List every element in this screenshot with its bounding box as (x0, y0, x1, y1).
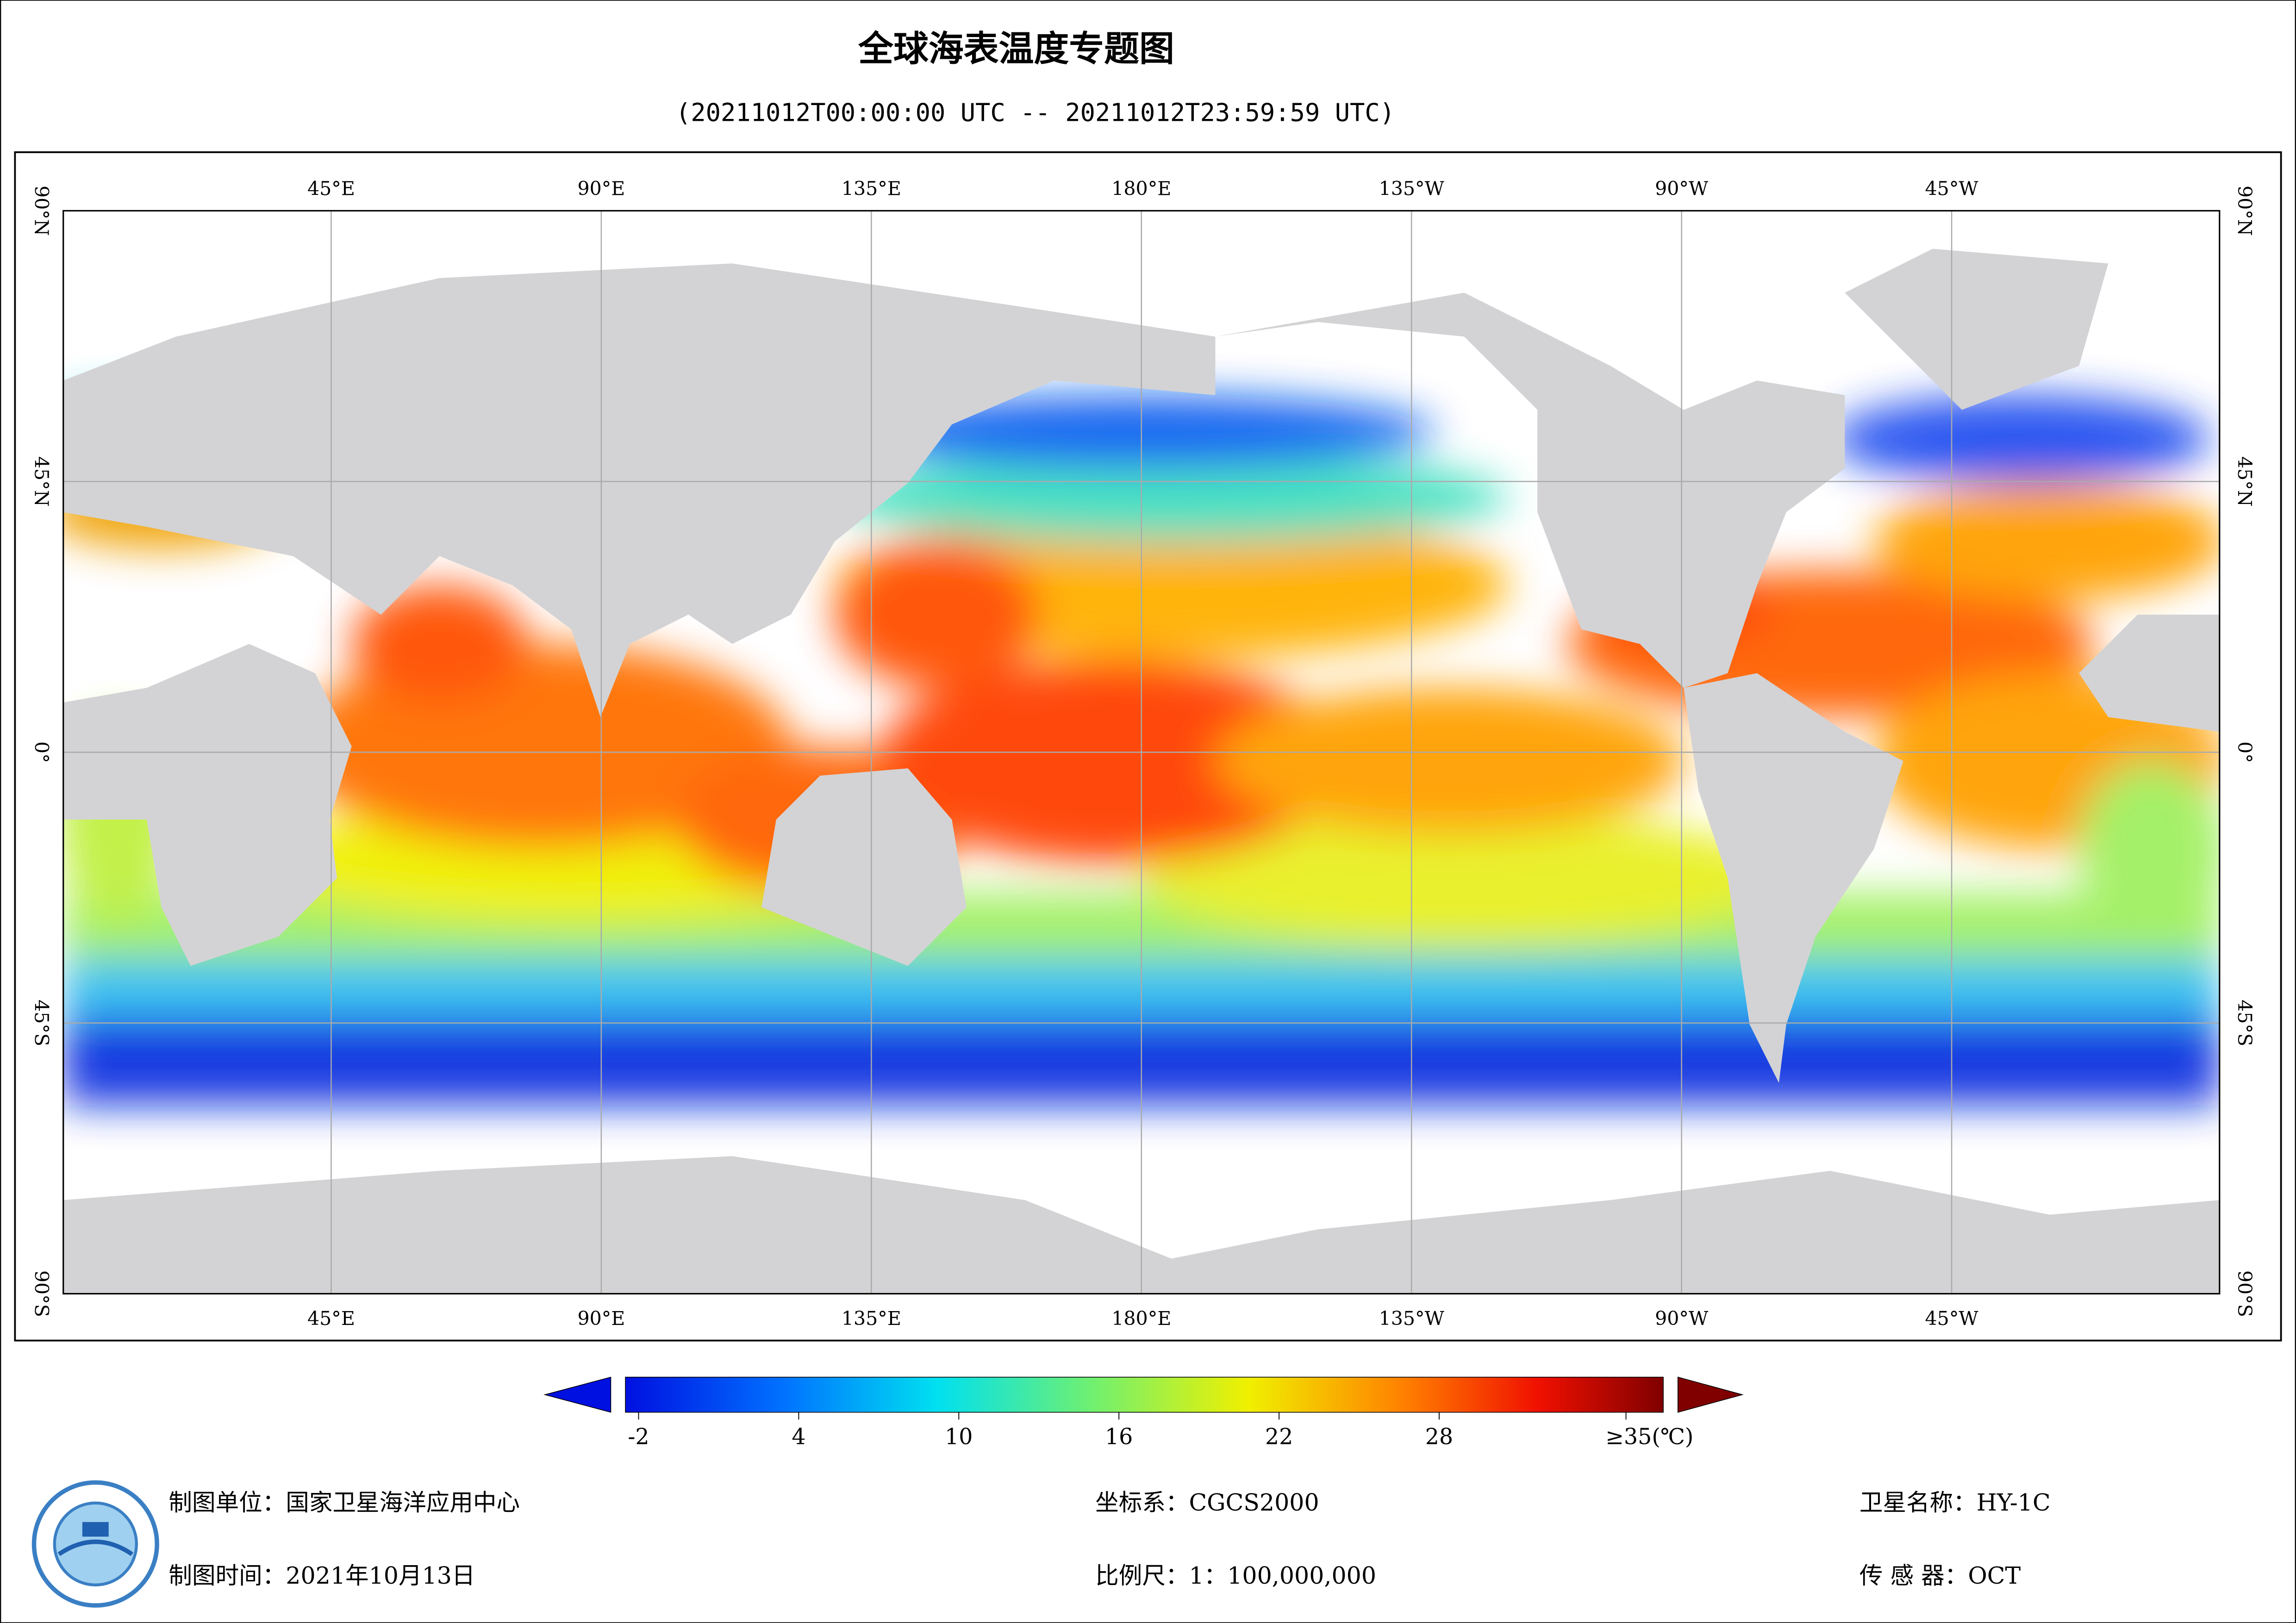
lat-label-right: 0° (2234, 741, 2256, 763)
colorbar-low-arrow (543, 1376, 611, 1413)
colorbar-high-arrow (1677, 1376, 1744, 1413)
lon-label-top: 45°W (1925, 178, 1979, 200)
producer: 制图单位：国家卫星海洋应用中心 (168, 1489, 520, 1516)
graticule (63, 211, 2220, 1294)
lat-label-left: 90°N (31, 186, 53, 236)
lon-label-bottom: 180°E (1111, 1307, 1171, 1330)
date: 制图时间：2021年10月13日 (168, 1562, 475, 1589)
lon-label-bottom: 45°E (307, 1307, 355, 1330)
map (63, 211, 2220, 1294)
lon-label-top: 90°E (577, 178, 625, 200)
lon-label-bottom: 135°E (842, 1307, 901, 1330)
lon-label-top: 135°E (842, 178, 901, 200)
map-frame (14, 151, 2282, 1342)
lat-label-right: 90°S (2234, 1270, 2256, 1317)
lon-label-top: 180°E (1111, 178, 1171, 200)
colorbar-label: 22 (1265, 1424, 1293, 1450)
lat-label-left: 45°S (31, 1000, 53, 1046)
title: 全球海表温度专题图 (858, 29, 1174, 69)
lon-label-bottom: 45°W (1925, 1307, 1979, 1330)
lat-label-left: 45°N (31, 456, 53, 507)
sensor: 传 感 器：OCT (1859, 1562, 2021, 1589)
satellite: 卫星名称：HY-1C (1859, 1489, 2051, 1516)
lat-label-right: 45°S (2234, 1000, 2256, 1046)
lat-label-left: 90°S (31, 1270, 53, 1317)
colorbar-label: ≥35(℃) (1605, 1424, 1693, 1450)
subtitle: (20211012T00:00:00 UTC -- 20211012T23:59… (676, 98, 1395, 127)
colorbar-label: 16 (1105, 1424, 1133, 1450)
crs: 坐标系：CGCS2000 (1095, 1489, 1319, 1516)
lat-label-right: 90°N (2234, 186, 2256, 236)
lon-label-bottom: 90°E (577, 1307, 625, 1330)
colorbar-label: 10 (945, 1424, 973, 1450)
lat-label-left: 0° (31, 741, 53, 763)
map-border (62, 210, 2221, 1295)
lon-label-top: 45°E (307, 178, 355, 200)
colorbar (625, 1376, 1664, 1413)
colorbar-labels: -2 4 10 16 22 28 ≥35(℃) (628, 1412, 1693, 1450)
colorbar-label: 28 (1425, 1424, 1453, 1450)
lon-label-bottom: 90°W (1655, 1307, 1709, 1330)
lon-label-top: 135°W (1379, 178, 1445, 200)
lon-label-top: 90°W (1655, 178, 1709, 200)
colorbar-label: -2 (628, 1424, 649, 1450)
land (63, 249, 2220, 1294)
colorbar-label: 4 (792, 1424, 805, 1450)
scale: 比例尺：1：100,000,000 (1095, 1562, 1376, 1589)
lon-label-bottom: 135°W (1379, 1307, 1445, 1330)
logo (31, 1480, 159, 1608)
lat-label-right: 45°N (2234, 456, 2256, 507)
